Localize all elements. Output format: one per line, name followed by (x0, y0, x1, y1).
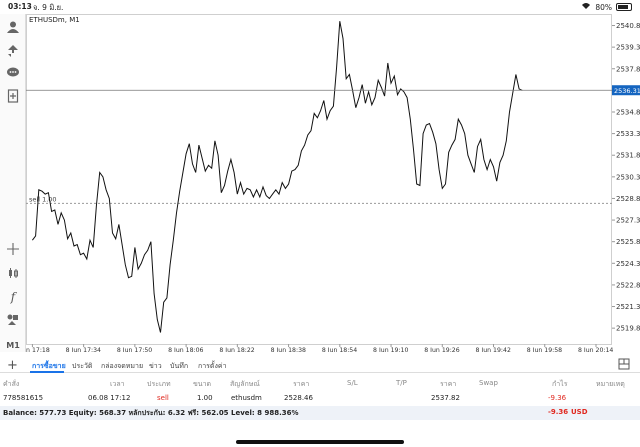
tab-settings[interactable]: การตั้งค่า (198, 362, 227, 370)
total-currency: USD (571, 408, 588, 416)
balance-row: Balance: 577.73 Equity: 568.37 หลักประกั… (0, 406, 640, 420)
orders-header: คำสั่ง เวลา ประเภท ขนาด สัญลักษณ์ ราคา S… (0, 377, 640, 389)
col-comment: หมายเหตุ (596, 380, 625, 388)
total-profit: -9.36 (548, 408, 569, 416)
order-current-price: 2537.82 (431, 394, 460, 402)
wifi-icon (581, 2, 591, 12)
order-profit: -9.36 (548, 394, 567, 402)
new-order-icon[interactable] (4, 87, 22, 105)
y-tick-label: 2537.80 (616, 65, 640, 73)
tab-news[interactable]: ข่าว (149, 362, 162, 370)
order-id: 778581615 (3, 394, 44, 402)
x-tick-label: 8 Jun 20:14 (578, 347, 613, 352)
x-tick-label: 8 Jun 18:38 (271, 347, 306, 352)
col-time: เวลา (110, 380, 125, 388)
current-price-value: 2536.31 (614, 87, 640, 95)
balance-summary: Balance: 577.73 Equity: 568.37 หลักประกั… (3, 409, 299, 417)
candles-icon[interactable] (4, 264, 22, 282)
home-indicator (236, 440, 404, 444)
col-type: ประเภท (147, 380, 171, 388)
col-current-price: ราคา (440, 380, 457, 388)
x-tick-label: 8 Jun 18:06 (168, 347, 203, 352)
col-volume: ขนาด (193, 380, 212, 388)
status-date: จ. 9 มิ.ย. (33, 3, 64, 12)
objects-icon[interactable] (4, 311, 22, 329)
chat-icon[interactable] (4, 64, 22, 82)
y-tick-label: 2524.30 (616, 260, 640, 268)
left-toolbar: f M1 (0, 14, 26, 352)
price-line (31, 21, 523, 333)
indicators-icon[interactable]: f (10, 290, 16, 304)
x-tick-label: 8 Jun 17:18 (26, 347, 50, 352)
plot-frame (26, 14, 612, 345)
y-tick-label: 2540.80 (616, 22, 640, 30)
y-tick-label: 2519.80 (616, 325, 640, 333)
price-chart[interactable]: 2540.802539.302537.802536.302534.802533.… (14, 14, 640, 354)
split-view-icon[interactable] (618, 358, 630, 373)
timeframe-button[interactable]: M1 (6, 340, 20, 350)
x-tick-label: 8 Jun 19:10 (373, 347, 408, 352)
order-volume: 1.00 (197, 394, 213, 402)
x-tick-label: 8 Jun 17:34 (66, 347, 101, 352)
tab-mailbox[interactable]: กล่องจดหมาย (101, 362, 144, 370)
col-price: ราคา (293, 380, 310, 388)
x-tick-label: 8 Jun 18:22 (219, 347, 254, 352)
x-tick-label: 8 Jun 19:58 (527, 347, 562, 352)
y-tick-label: 2521.30 (616, 303, 640, 311)
col-tp: T/P (396, 379, 407, 387)
col-swap: Swap (479, 379, 498, 387)
position-row[interactable]: 778581615 06.08 17:12 sell 1.00 ethusdm … (0, 392, 640, 406)
add-icon[interactable]: + (7, 358, 18, 373)
x-tick-label: 8 Jun 18:54 (322, 347, 357, 352)
order-symbol: ethusdm (231, 394, 262, 402)
y-tick-label: 2525.80 (616, 238, 640, 246)
col-symbol: สัญลักษณ์ (230, 380, 260, 388)
tab-journal[interactable]: บันทึก (170, 362, 189, 370)
col-sl: S/L (347, 379, 358, 387)
tab-history[interactable]: ประวัติ (72, 362, 93, 370)
terminal-tabs: + การซื้อขาย ประวัติ กล่องจดหมาย ข่าว บั… (0, 357, 640, 373)
y-tick-label: 2539.30 (616, 44, 640, 52)
battery-percent: 80% (595, 2, 612, 12)
y-tick-label: 2531.80 (616, 152, 640, 160)
current-price-tag (612, 85, 640, 96)
col-order: คำสั่ง (3, 380, 20, 388)
y-tick-label: 2530.30 (616, 173, 640, 181)
sell-order-label: sell 1.00 (29, 195, 57, 203)
y-tick-label: 2528.80 (616, 195, 640, 203)
status-bar: 03:13 จ. 9 มิ.ย. 80% (0, 0, 640, 14)
order-open-price: 2528.46 (284, 394, 313, 402)
order-time: 06.08 17:12 (88, 394, 131, 402)
order-type: sell (157, 394, 169, 402)
chart-canvas[interactable]: 2540.802539.302537.802536.302534.802533.… (14, 14, 640, 354)
x-tick-label: 8 Jun 17:50 (117, 347, 152, 352)
active-tab-indicator (30, 371, 64, 373)
y-tick-label: 2527.30 (616, 217, 640, 225)
y-tick-label: 2533.30 (616, 130, 640, 138)
x-tick-label: 8 Jun 19:26 (424, 347, 459, 352)
account-icon[interactable] (4, 18, 22, 36)
y-tick-label: 2534.80 (616, 108, 640, 116)
x-tick-label: 8 Jun 19:42 (476, 347, 511, 352)
chart-symbol-label: ETHUSDm, M1 (29, 16, 80, 24)
y-tick-label: 2522.80 (616, 281, 640, 289)
tab-trade[interactable]: การซื้อขาย (32, 362, 66, 370)
col-profit: กำไร (552, 380, 568, 388)
battery-icon (616, 3, 632, 11)
quotes-icon[interactable] (4, 42, 22, 60)
status-time: 03:13 (8, 2, 32, 11)
crosshair-icon[interactable] (4, 240, 22, 258)
status-right: 80% (581, 2, 632, 12)
